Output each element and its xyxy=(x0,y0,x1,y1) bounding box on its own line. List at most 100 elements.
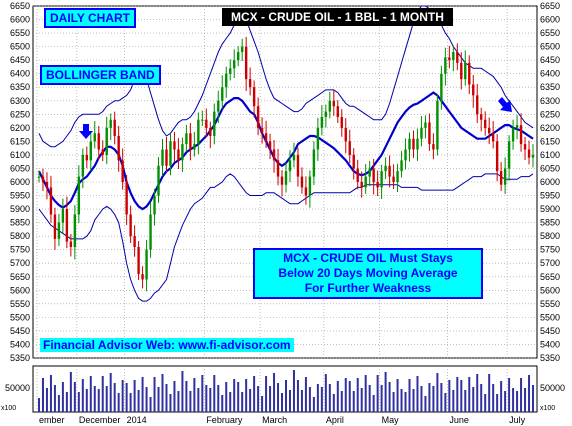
volume-bar xyxy=(384,372,387,412)
annotation-line-2: Below 20 Days Moving Average xyxy=(278,266,458,280)
volume-bar xyxy=(173,381,176,412)
y-tick-label-left: 5350 xyxy=(10,353,30,363)
y-tick-label-left: 5550 xyxy=(10,299,30,309)
candle-body xyxy=(61,209,65,223)
candle-body xyxy=(432,144,435,150)
y-tick-label-right: 6500 xyxy=(540,42,560,52)
candle-body xyxy=(177,149,180,161)
y-tick-label-right: 6650 xyxy=(540,1,560,11)
volume-bar xyxy=(388,382,391,412)
candle-body xyxy=(324,111,328,118)
chart-label: DAILY CHART xyxy=(44,8,137,28)
candle-body xyxy=(185,133,188,145)
volume-bar xyxy=(281,393,284,412)
volume-bar xyxy=(149,397,152,412)
y-tick-label-right: 5750 xyxy=(540,245,560,255)
candle-body xyxy=(412,138,415,150)
volume-bar xyxy=(444,393,447,412)
volume-bar xyxy=(81,379,84,412)
volume-bar xyxy=(304,377,307,412)
volume-bar xyxy=(45,388,48,412)
candle-body xyxy=(495,141,499,172)
y-tick-label-right: 5650 xyxy=(540,272,560,282)
y-tick-label-left: 6000 xyxy=(10,177,30,187)
volume-bar xyxy=(368,385,371,412)
volume-bar xyxy=(161,374,164,412)
volume-bar xyxy=(97,389,100,412)
volume-bar xyxy=(181,371,184,412)
volume-bar xyxy=(520,378,523,412)
volume-bar xyxy=(89,376,92,412)
candle-body xyxy=(484,119,487,128)
volume-bar xyxy=(137,390,140,412)
candle-body xyxy=(276,160,280,177)
candle-body xyxy=(145,249,148,280)
volume-bar xyxy=(288,390,291,412)
volume-bar xyxy=(61,382,64,412)
candle-body xyxy=(316,127,320,150)
candle-body xyxy=(137,246,140,275)
annotation-box: MCX - CRUDE OIL Must Stays Below 20 Days… xyxy=(253,248,483,299)
volume-bar xyxy=(113,383,116,412)
candle-body xyxy=(396,171,399,182)
volume-bar xyxy=(508,378,511,412)
volume-bar xyxy=(348,381,351,412)
candle-body xyxy=(480,114,483,120)
volume-bar xyxy=(53,385,56,412)
candle-body xyxy=(141,274,144,280)
candle-body xyxy=(284,171,288,185)
candle-body xyxy=(209,127,212,136)
lower-band xyxy=(38,173,534,302)
x-tick-label: ember xyxy=(39,415,65,425)
x-tick-label: April xyxy=(326,415,344,425)
candle-body xyxy=(527,149,531,158)
candle-body xyxy=(240,46,244,53)
volume-bar xyxy=(456,377,459,412)
volume-bar xyxy=(197,388,200,412)
candle-body xyxy=(89,141,92,161)
volume-bar xyxy=(213,375,216,412)
candle-body xyxy=(372,168,375,182)
candle-body xyxy=(260,127,264,134)
volume-bar xyxy=(488,374,491,412)
annotation-line-3: For Further Weakness xyxy=(304,281,432,295)
y-tick-label-left: 6100 xyxy=(10,150,30,160)
candle-body xyxy=(416,138,419,150)
volume-bar xyxy=(420,386,423,412)
volume-bar xyxy=(460,380,463,412)
y-tick-label-right: 5950 xyxy=(540,191,560,201)
volume-bar xyxy=(241,392,244,412)
volume-bar xyxy=(49,375,52,412)
candle-body xyxy=(352,154,355,169)
volume-bar xyxy=(404,392,407,412)
volume-bar xyxy=(233,379,236,412)
volume-bar xyxy=(189,391,192,412)
y-tick-label-left: 5650 xyxy=(10,272,30,282)
y-tick-label-right: 6400 xyxy=(540,69,560,79)
volume-unit-right: x100 xyxy=(540,405,555,412)
volume-bar xyxy=(185,381,188,412)
candle-body xyxy=(149,214,152,250)
candle-body xyxy=(169,141,172,166)
candle-body xyxy=(448,57,451,61)
candle-body xyxy=(336,106,339,118)
volume-bar xyxy=(177,391,180,412)
volume-bar xyxy=(396,379,399,412)
candle-body xyxy=(348,141,351,155)
volume-bar xyxy=(412,389,415,412)
y-tick-label-left: 6050 xyxy=(10,163,30,173)
volume-bar xyxy=(73,382,76,412)
candle-body xyxy=(105,127,108,155)
x-tick-label: December xyxy=(79,415,121,425)
candle-body xyxy=(420,127,423,139)
candle-body xyxy=(523,144,527,150)
x-tick-label: May xyxy=(382,415,400,425)
candle-body xyxy=(236,52,240,61)
y-tick-label-left: 5450 xyxy=(10,326,30,336)
volume-bar xyxy=(344,378,347,412)
y-tick-label-right: 5400 xyxy=(540,339,560,349)
candle-body xyxy=(77,176,81,215)
candle-body xyxy=(444,57,447,74)
volume-bar xyxy=(117,393,120,412)
